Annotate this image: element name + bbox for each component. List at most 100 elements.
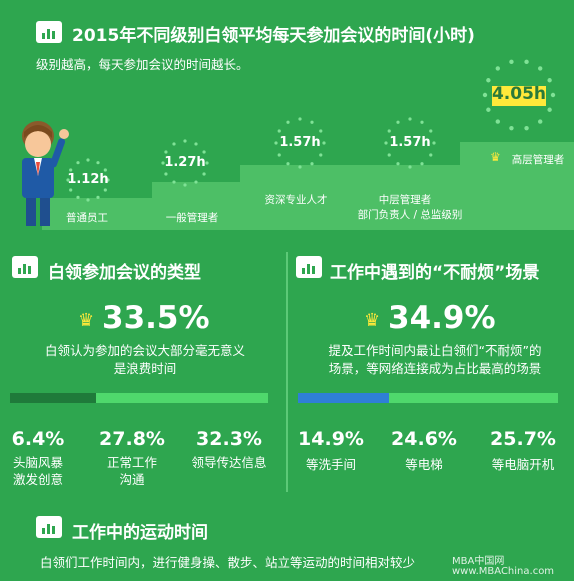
ring-dot [205, 161, 209, 165]
ring-dot [106, 178, 110, 182]
meeting-item-3-label: 领导传达信息 [191, 455, 267, 470]
step-1 [42, 198, 152, 230]
meeting-headline-value: 33.5% [102, 300, 210, 336]
ring-dot [482, 92, 488, 98]
level-value-5: 4.05h [491, 84, 547, 104]
meeting-headline-desc: 白领认为参加的会议大部分毫无意义 是浪费时间 [44, 343, 245, 376]
ring-dot [550, 92, 556, 98]
ring-dot [286, 120, 290, 124]
ring-dot [76, 195, 80, 199]
impatient-item-2-label: 等电梯 [405, 457, 443, 472]
level-value-1: 1.12h [67, 172, 109, 187]
impatient-item-1-pct: 14.9% [298, 428, 364, 450]
ring-dot [547, 107, 552, 112]
ring-dot [183, 183, 187, 187]
ring-dot [202, 150, 206, 154]
ring-dot [384, 141, 388, 145]
ring-dot [76, 161, 80, 165]
watermark-line1: MBA中国网 [452, 556, 505, 567]
crown-icon: ♛ [490, 150, 501, 164]
bar-chart-icon [296, 256, 322, 278]
ring-dot [310, 162, 314, 166]
ring-dot [322, 141, 326, 145]
ring-dot [86, 198, 90, 202]
ring-dot [486, 78, 491, 83]
meeting-section-title: 白领参加会议的类型 [48, 263, 201, 283]
ring-dot [319, 153, 323, 157]
ring-dot [277, 129, 281, 133]
ring-dot [420, 120, 424, 124]
level-label-4: 中层管理者 [378, 194, 432, 206]
bar-chart-icon [36, 516, 62, 538]
ring-dot [274, 141, 278, 145]
ring-dot [495, 119, 501, 124]
level-value-5-bg [492, 86, 546, 106]
ring-dot [103, 168, 107, 172]
ring-dot [69, 188, 73, 192]
impatient-section-title: 工作中遇到的“不耐烦”场景 [330, 263, 540, 283]
meeting-progress-track [10, 393, 268, 403]
page-subtitle: 级别越高，每天参加会议的时间越长。 [36, 57, 249, 72]
ring-dot [509, 125, 514, 131]
step-3 [240, 165, 350, 230]
ring-dot [161, 161, 165, 165]
ring-dot [164, 172, 168, 176]
meeting-item-2-label: 正常工作 沟通 [106, 455, 157, 487]
ring-dot [319, 129, 323, 133]
ring-dot [194, 142, 198, 146]
exercise-section-title: 工作中的运动时间 [72, 523, 208, 543]
impatient-headline-value: 34.9% [388, 300, 496, 336]
ring-dot [387, 129, 391, 133]
level-value-3: 1.57h [279, 135, 321, 150]
crown-icon: ♛ [78, 310, 95, 331]
ring-dot [537, 119, 543, 124]
ring-dot [408, 117, 412, 121]
impatient-item-1-label: 等洗手间 [305, 457, 356, 472]
impatient-item-2-pct: 24.6% [391, 428, 457, 450]
ring-dot [495, 66, 501, 71]
meeting-item-3-pct: 32.3% [196, 428, 262, 450]
ring-dot [298, 117, 302, 121]
bar-chart-icon [12, 256, 38, 278]
meeting-item-2-pct: 27.8% [99, 428, 165, 450]
ring-dot [429, 153, 433, 157]
ring-dot [172, 180, 176, 184]
ring-dot [66, 178, 70, 182]
watermark-line2: www.MBAChina.com [452, 566, 555, 577]
step-2 [152, 182, 240, 230]
ring-dot [164, 150, 168, 154]
ring-dot [202, 172, 206, 176]
impatient-item-3-label: 等电脑开机 [491, 457, 555, 472]
ring-dot [310, 120, 314, 124]
ring-dot [408, 165, 412, 169]
meeting-item-1-pct: 6.4% [11, 428, 65, 450]
ring-dot [387, 153, 391, 157]
page-title: 2015年不同级别白领平均每天参加会议的时间(小时) [72, 26, 475, 46]
ring-dot [172, 142, 176, 146]
ring-dot [509, 59, 514, 65]
ring-dot [298, 165, 302, 169]
ring-dot [96, 161, 100, 165]
meeting-progress-fill [10, 393, 96, 403]
ring-dot [420, 162, 424, 166]
step-4 [350, 165, 460, 230]
ring-dot [194, 180, 198, 184]
ring-dot [286, 162, 290, 166]
exercise-desc: 白领们工作时间内，进行健身操、散步、站立等运动的时间相对较少 [40, 555, 416, 570]
ring-dot [69, 168, 73, 172]
level-value-4: 1.57h [389, 135, 431, 150]
step-5 [460, 142, 574, 230]
level-value-2: 1.27h [164, 155, 206, 170]
businessman-figure [22, 121, 69, 226]
ring-dot [396, 120, 400, 124]
level-label-5: 高层管理者 [511, 154, 565, 166]
section-divider [286, 252, 288, 492]
meeting-item-1-label: 头脑风暴 激发创意 [12, 455, 63, 487]
impatient-item-3-pct: 25.7% [490, 428, 556, 450]
level-label-1: 普通员工 [66, 212, 108, 224]
ring-dot [524, 59, 529, 65]
bar-chart-icon [36, 21, 62, 43]
ring-dot [547, 78, 552, 83]
level-label-2: 一般管理者 [165, 212, 219, 224]
ring-dot [429, 129, 433, 133]
